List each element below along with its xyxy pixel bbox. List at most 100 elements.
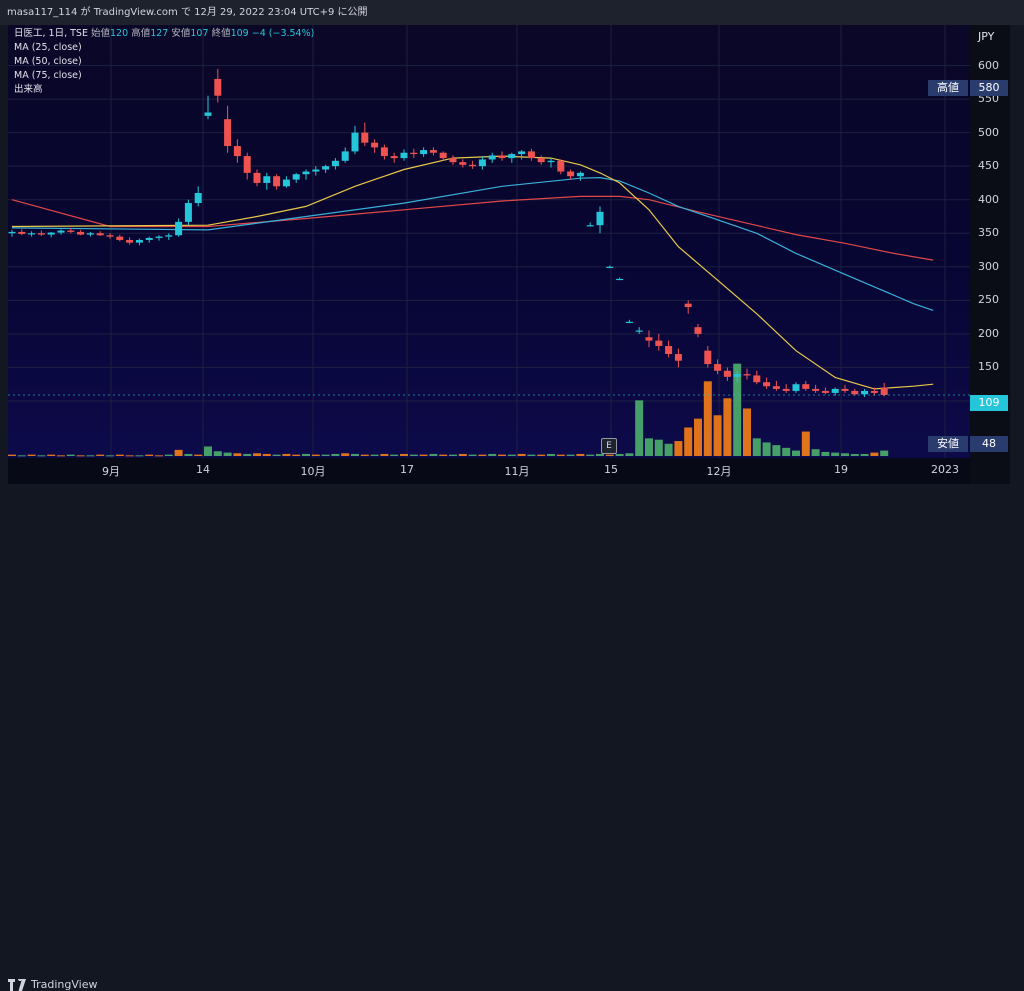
ma25-legend[interactable]: MA (25, close) bbox=[14, 42, 82, 53]
volume-bar bbox=[831, 452, 840, 456]
volume-bar bbox=[96, 454, 105, 456]
candle-body bbox=[106, 235, 114, 237]
low-marker-label: 安値 bbox=[928, 436, 968, 452]
candle-body bbox=[655, 340, 663, 346]
candle-body bbox=[302, 171, 310, 175]
volume-bar bbox=[556, 454, 565, 456]
volume-bar bbox=[880, 450, 889, 456]
currency-label: JPY bbox=[978, 30, 995, 43]
volume-bar bbox=[145, 454, 154, 456]
candle-body bbox=[184, 203, 192, 222]
ma75-legend[interactable]: MA (75, close) bbox=[14, 70, 82, 81]
volume-bar bbox=[409, 454, 418, 456]
ma25-line bbox=[11, 155, 934, 390]
candle-body bbox=[851, 390, 859, 395]
candle-body bbox=[47, 232, 55, 235]
candle-body bbox=[341, 151, 349, 161]
volume-bar bbox=[566, 454, 575, 456]
candle-body bbox=[684, 303, 692, 308]
candle-body bbox=[312, 169, 320, 172]
candle-body bbox=[439, 152, 447, 159]
candle-body bbox=[674, 354, 682, 361]
volume-bar bbox=[576, 453, 585, 456]
candle-body bbox=[390, 156, 398, 159]
volume-bar bbox=[527, 454, 536, 456]
ma50-legend[interactable]: MA (50, close) bbox=[14, 56, 82, 67]
volume-bar bbox=[360, 454, 369, 456]
volume-bar bbox=[645, 438, 653, 456]
candle-body bbox=[224, 119, 232, 147]
ma75-line bbox=[11, 195, 934, 261]
volume-bar bbox=[429, 453, 438, 456]
volume-bar bbox=[351, 453, 359, 456]
volume-bar bbox=[213, 451, 222, 456]
earnings-badge[interactable]: E bbox=[601, 438, 617, 454]
candle-body bbox=[635, 330, 643, 332]
volume-bar bbox=[449, 454, 457, 456]
candle-body bbox=[282, 179, 290, 187]
volume-bar bbox=[468, 454, 477, 456]
volume-bar bbox=[194, 454, 203, 456]
candle-body bbox=[488, 155, 496, 160]
close-label: 終値 bbox=[211, 28, 231, 39]
volume-bar bbox=[253, 453, 261, 456]
volume-bar bbox=[674, 441, 683, 456]
time-tick-label: 2023 bbox=[931, 463, 959, 476]
price-tick-label: 150 bbox=[978, 360, 999, 374]
candle-body bbox=[77, 231, 85, 235]
volume-bar bbox=[86, 455, 95, 457]
candle-body bbox=[361, 132, 369, 143]
volume-bar bbox=[752, 438, 761, 456]
last-price-label: 109 bbox=[970, 395, 1008, 411]
tradingview-logo-icon bbox=[8, 978, 26, 991]
candle-body bbox=[263, 176, 271, 183]
publish-header: masa117_114 が TradingView.com で 12月 29, … bbox=[0, 0, 1024, 25]
volume-bar bbox=[243, 453, 252, 456]
volume-bar bbox=[76, 455, 85, 457]
price-tick-label: 400 bbox=[978, 192, 999, 206]
volume-bar bbox=[498, 454, 506, 456]
candle-body bbox=[586, 225, 594, 227]
price-tick-label: 450 bbox=[978, 159, 999, 173]
volume-bar bbox=[654, 439, 663, 456]
tradingview-brand[interactable]: TradingView bbox=[8, 978, 97, 991]
volume-bar bbox=[370, 454, 379, 456]
volume-bar bbox=[811, 449, 820, 456]
volume-bar bbox=[596, 453, 604, 456]
volume-legend[interactable]: 出来高 bbox=[14, 84, 43, 95]
candle-body bbox=[694, 327, 702, 334]
candle-body bbox=[28, 233, 36, 235]
volume-bar bbox=[204, 446, 212, 456]
price-chart[interactable] bbox=[8, 25, 970, 458]
candle-body bbox=[469, 164, 477, 167]
candle-body bbox=[527, 151, 535, 159]
volume-bar bbox=[537, 454, 546, 456]
volume-bar bbox=[106, 455, 114, 457]
volume-bar bbox=[488, 453, 497, 456]
candle-body bbox=[273, 176, 281, 187]
time-tick-label: 10月 bbox=[300, 465, 326, 478]
volume-bar bbox=[870, 452, 879, 456]
high-marker-label: 高値 bbox=[928, 80, 968, 96]
volume-bar bbox=[792, 450, 800, 456]
volume-bar bbox=[37, 455, 46, 457]
candle-body bbox=[831, 388, 839, 393]
candle-body bbox=[292, 174, 300, 180]
open-value: 120 bbox=[110, 28, 129, 39]
candle-body bbox=[116, 236, 124, 240]
volume-bar bbox=[125, 455, 134, 457]
volume-bar bbox=[115, 454, 124, 456]
candle-body bbox=[175, 221, 183, 236]
price-tick-label: 350 bbox=[978, 226, 999, 240]
candle-body bbox=[194, 192, 202, 204]
time-axis[interactable] bbox=[8, 458, 970, 484]
price-tick-label: 600 bbox=[978, 58, 999, 72]
volume-bar bbox=[174, 449, 183, 456]
candle-body bbox=[625, 321, 633, 324]
time-tick-label: 19 bbox=[834, 463, 848, 476]
time-tick-label: 17 bbox=[400, 463, 414, 476]
price-axis[interactable] bbox=[970, 25, 1010, 458]
volume-bar bbox=[390, 454, 399, 456]
time-tick-label: 12月 bbox=[706, 465, 732, 478]
candle-body bbox=[841, 388, 849, 391]
